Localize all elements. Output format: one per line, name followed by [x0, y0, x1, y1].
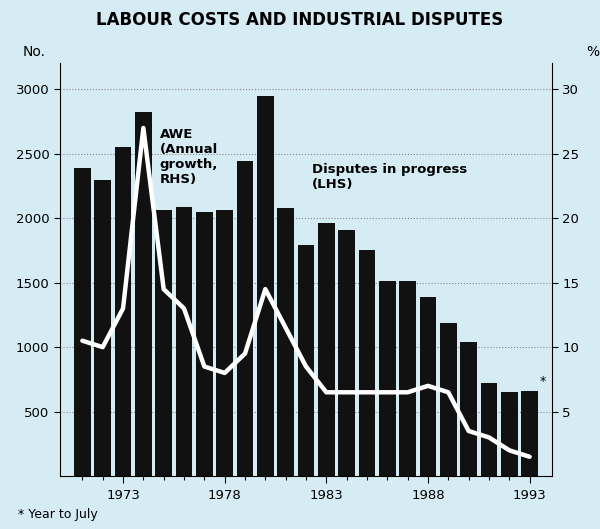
Bar	[94, 179, 111, 476]
Bar	[419, 297, 436, 476]
Text: LABOUR COSTS AND INDUSTRIAL DISPUTES: LABOUR COSTS AND INDUSTRIAL DISPUTES	[97, 11, 503, 29]
Bar	[277, 208, 294, 476]
Bar	[359, 250, 376, 476]
Bar	[440, 323, 457, 476]
Bar	[257, 96, 274, 476]
Bar	[501, 393, 518, 476]
Text: Disputes in progress
(LHS): Disputes in progress (LHS)	[312, 163, 467, 191]
Text: * Year to July: * Year to July	[18, 508, 98, 521]
Text: AWE
(Annual
growth,
RHS): AWE (Annual growth, RHS)	[160, 128, 218, 186]
Bar	[115, 147, 131, 476]
Bar	[318, 223, 335, 476]
Bar	[460, 342, 477, 476]
Bar	[338, 230, 355, 476]
Bar	[155, 211, 172, 476]
Bar	[481, 383, 497, 476]
Bar	[400, 281, 416, 476]
Bar	[196, 212, 212, 476]
Bar	[298, 245, 314, 476]
Bar	[521, 391, 538, 476]
Text: No.: No.	[23, 45, 46, 59]
Bar	[74, 168, 91, 476]
Text: *: *	[540, 376, 546, 388]
Bar	[379, 281, 395, 476]
Bar	[135, 113, 152, 476]
Bar	[176, 207, 193, 476]
Bar	[236, 161, 253, 476]
Text: %: %	[586, 45, 599, 59]
Bar	[217, 211, 233, 476]
